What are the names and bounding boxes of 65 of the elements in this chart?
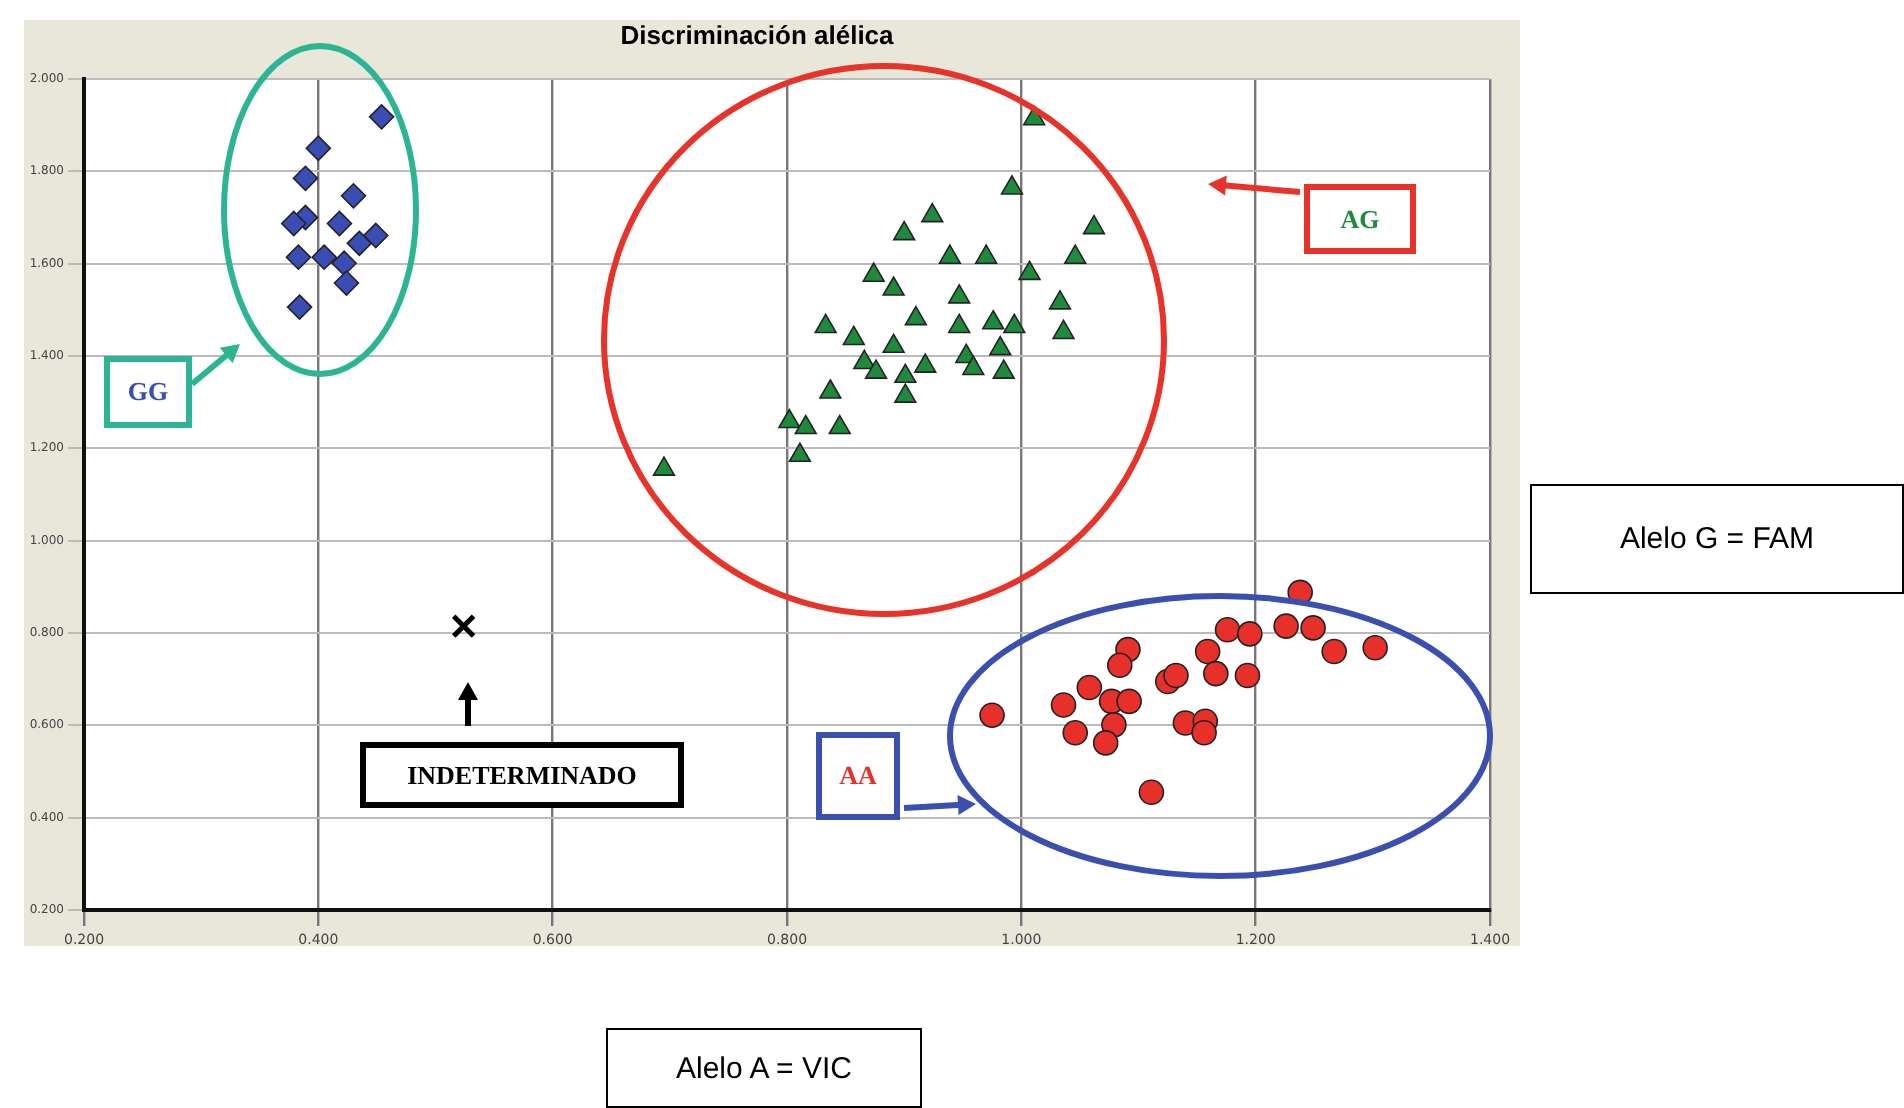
- point: [1300, 615, 1326, 641]
- point: [921, 202, 944, 223]
- point: [894, 363, 917, 384]
- point: [1234, 662, 1261, 689]
- point: [285, 244, 312, 270]
- point: [1064, 244, 1087, 264]
- point: [794, 414, 817, 435]
- point: [311, 244, 337, 270]
- point: [853, 349, 876, 370]
- point: [1116, 688, 1142, 715]
- point: [1018, 260, 1041, 281]
- point: [819, 379, 842, 399]
- x-axis-title: Alelo A = VIC: [606, 1028, 922, 1108]
- point: [962, 355, 985, 376]
- point: [1362, 634, 1388, 661]
- point: [892, 220, 916, 241]
- point: [788, 442, 812, 463]
- point: [864, 359, 888, 379]
- point: [1321, 638, 1347, 665]
- y-axis-title: Alelo G = FAM: [1530, 484, 1904, 594]
- point: [1000, 175, 1024, 195]
- point: [1138, 779, 1165, 806]
- point: [894, 383, 917, 403]
- point: [828, 414, 851, 435]
- point: [1048, 290, 1072, 310]
- point: [904, 305, 928, 326]
- text: AA: [839, 760, 877, 792]
- point: [1003, 313, 1026, 334]
- point: [1052, 319, 1075, 340]
- point: [286, 294, 313, 320]
- point: [1273, 613, 1299, 639]
- text: INDETERMINADO: [407, 759, 637, 791]
- point: [778, 408, 801, 429]
- point: [992, 359, 1015, 379]
- point: [979, 702, 1005, 728]
- point: [948, 284, 971, 304]
- point: [914, 353, 937, 373]
- point: [1076, 674, 1103, 701]
- text: GG: [127, 376, 169, 408]
- point: [1062, 719, 1089, 746]
- point: [814, 313, 837, 334]
- point: [1237, 621, 1263, 647]
- point: [938, 244, 962, 264]
- point: [451, 613, 477, 639]
- point: [1050, 692, 1077, 718]
- point: [1082, 214, 1106, 235]
- point: [1191, 719, 1217, 746]
- point: [1203, 660, 1229, 687]
- point: [1106, 652, 1133, 679]
- point: [1194, 638, 1221, 665]
- point: [842, 325, 865, 346]
- point: [982, 309, 1005, 330]
- point: [882, 333, 905, 354]
- point: [974, 244, 998, 264]
- point: [1163, 662, 1189, 689]
- text: AG: [1340, 203, 1380, 235]
- point: [989, 335, 1012, 356]
- point: [882, 276, 905, 296]
- point: [862, 262, 885, 283]
- point: [333, 270, 360, 296]
- point: [948, 313, 971, 334]
- point: [1214, 616, 1241, 643]
- point: [1092, 730, 1119, 756]
- point: [652, 456, 676, 476]
- chart-title: Discriminación alélica: [618, 20, 896, 50]
